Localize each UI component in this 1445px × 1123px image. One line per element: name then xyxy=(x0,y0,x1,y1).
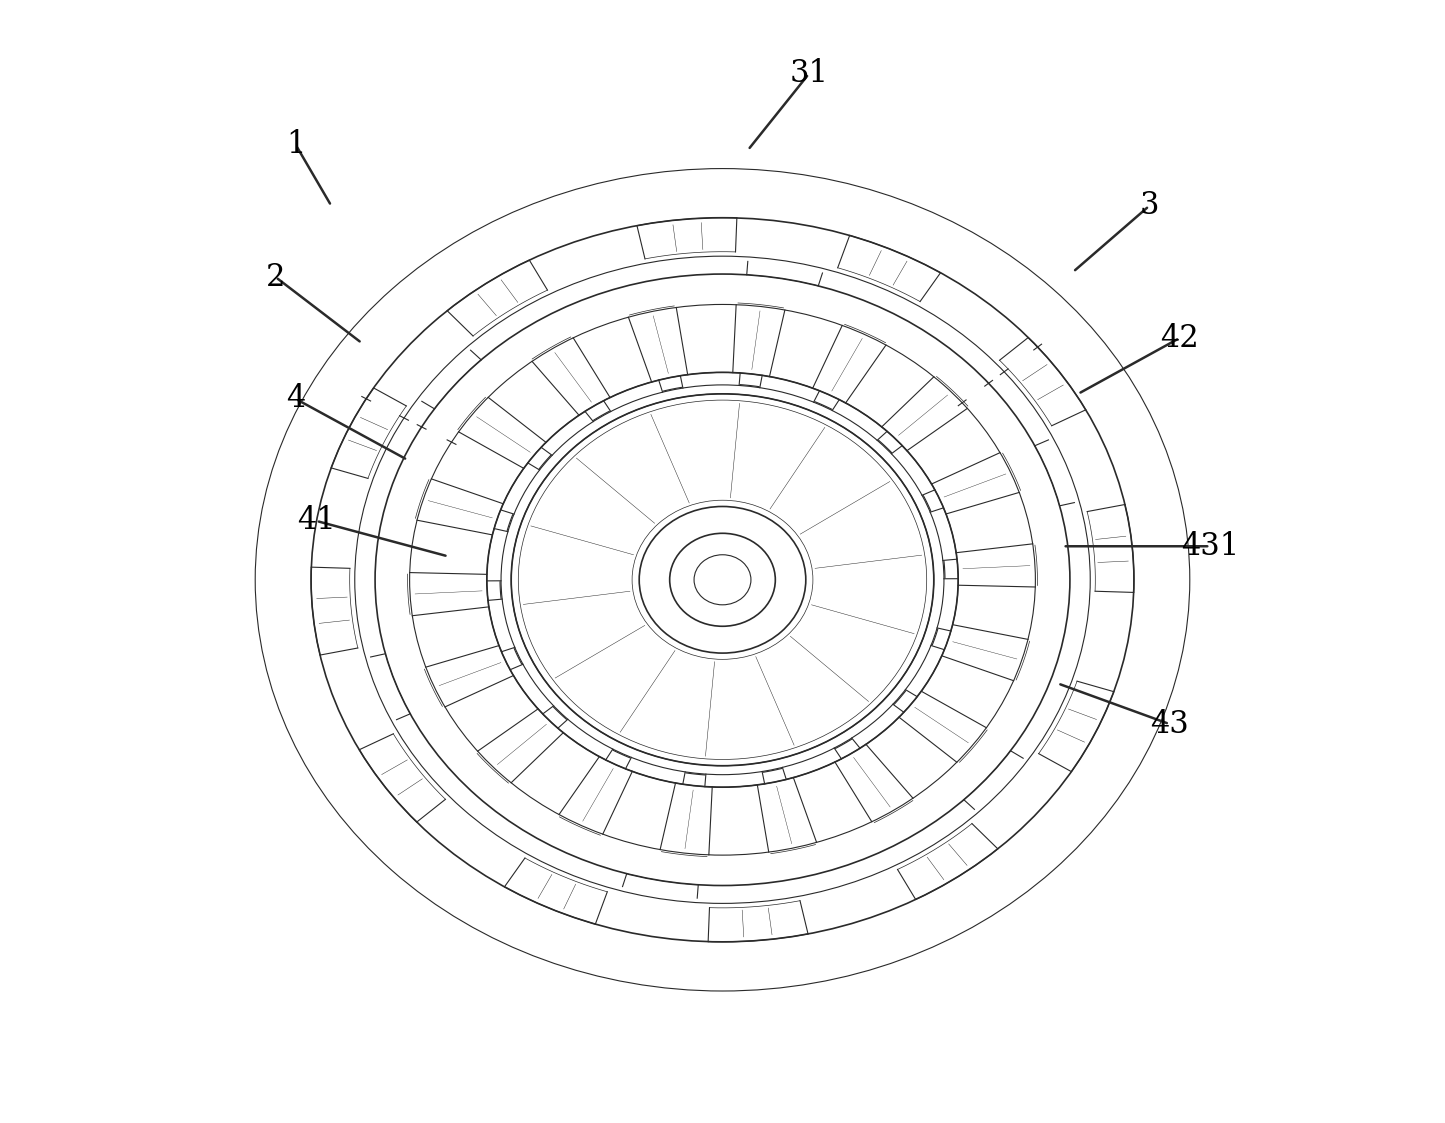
Text: 2: 2 xyxy=(266,262,285,293)
Text: 431: 431 xyxy=(1181,531,1240,562)
Text: 43: 43 xyxy=(1150,709,1189,740)
Text: 41: 41 xyxy=(296,505,335,537)
Text: 3: 3 xyxy=(1140,191,1159,221)
Text: 31: 31 xyxy=(789,58,828,90)
Text: 4: 4 xyxy=(286,383,305,414)
Text: 1: 1 xyxy=(286,129,305,161)
Text: 42: 42 xyxy=(1160,322,1199,354)
